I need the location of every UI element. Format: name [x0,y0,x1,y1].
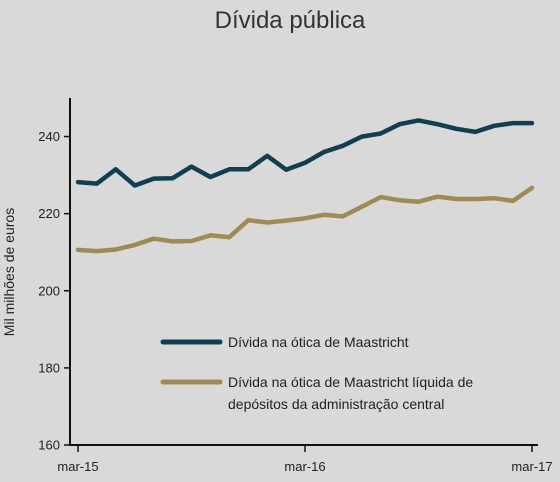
series-lines [75,118,535,254]
y-tick-label: 200 [38,283,60,298]
series-line-2 [75,185,535,254]
y-tick-label: 220 [38,206,60,221]
legend-label-2-line-1: Dívida na ótica de Maastricht líquida de [228,374,473,390]
y-tick-label: 240 [38,129,60,144]
series-line-1 [75,118,535,188]
legend-label-2-line-2: depósitos da administração central [228,396,444,412]
x-axis-ticks: mar-15 mar-16 mar-17 [57,445,553,474]
x-tick-label: mar-16 [284,459,325,474]
y-axis-ticks: 160 180 200 220 240 [38,129,70,453]
y-axis-title: Mil milhões de euros [1,208,17,336]
legend: Dívida na ótica de Maastricht Dívida na ó… [160,334,473,412]
x-tick-label: mar-17 [511,459,552,474]
x-tick-label: mar-15 [57,459,98,474]
y-tick-label: 180 [38,360,60,375]
chart-title: Dívida pública [215,7,366,34]
y-tick-label: 160 [38,438,60,453]
legend-label-1: Dívida na ótica de Maastricht [228,334,409,350]
